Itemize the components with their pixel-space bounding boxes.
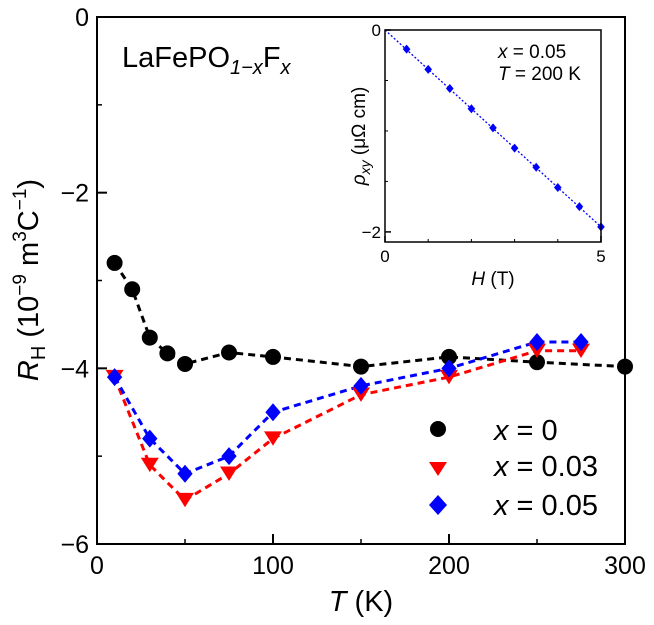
- data-point-series-2: [106, 368, 123, 387]
- legend: x = 0 x = 0.03 x = 0.05: [429, 415, 598, 522]
- x-tick-label: 200: [428, 552, 470, 580]
- data-point-series-1: [220, 466, 238, 481]
- data-point-series-0: [265, 348, 281, 365]
- data-point-series-0: [106, 254, 123, 271]
- inset-x-tick-label: 0: [380, 247, 389, 266]
- inset-data-point: [510, 143, 519, 153]
- data-point-series-2: [529, 332, 545, 351]
- data-point-series-2: [265, 403, 281, 422]
- legend-label-x005: x = 0.05: [492, 490, 598, 522]
- x-tick-label: 0: [90, 552, 104, 580]
- y-tick-label: −4: [60, 355, 89, 383]
- inset-x-tick-label: 5: [596, 247, 605, 266]
- data-point-series-0: [353, 358, 369, 375]
- data-point-series-2: [353, 376, 369, 395]
- data-point-series-2: [441, 359, 457, 378]
- inset-y-tick-label: −2: [362, 223, 381, 242]
- inset-annotation-line1: x = 0.05: [497, 42, 566, 63]
- data-point-series-0: [221, 344, 237, 361]
- main-plot-frame: [96, 16, 626, 545]
- data-point-series-1: [176, 492, 194, 508]
- inset-data-point: [467, 104, 476, 114]
- inset-data-point: [445, 84, 454, 94]
- series-line-1: [113, 349, 581, 502]
- inset-plot-frame: [384, 29, 602, 243]
- data-point-series-0: [441, 348, 457, 365]
- legend-marker-x0: [430, 421, 446, 437]
- inset-fit-line: [384, 29, 602, 228]
- legend-label-x003: x = 0.03: [492, 451, 598, 483]
- y-tick-label: −6: [60, 531, 89, 559]
- inset-data-point: [553, 182, 562, 192]
- legend-marker-x003: [429, 462, 447, 476]
- inset-y-axis-label: ρxy (μΩ cm): [349, 87, 373, 187]
- y-tick-label: 0: [75, 4, 89, 32]
- data-point-series-0: [529, 354, 545, 371]
- inset-y-tick-label: 0: [372, 21, 381, 40]
- main-series-layer: [105, 254, 633, 508]
- data-point-series-0: [124, 281, 141, 298]
- inset-chart: 0 5 0 −2 x = 0.05 T = 200 K H (T) ρxy (μΩ c…: [349, 20, 622, 290]
- x-tick-label: 100: [252, 552, 294, 580]
- inset-background: [360, 20, 622, 282]
- inset-data-point: [424, 64, 433, 74]
- inset-x-axis-label: H (T): [471, 269, 514, 290]
- data-point-series-0: [177, 355, 193, 372]
- x-tick-label: 300: [604, 552, 646, 580]
- inset-data-point: [489, 123, 497, 133]
- inset-annotation-line2: T = 200 K: [498, 64, 581, 85]
- inset-axis-ticks: 0 5 0 −2: [362, 21, 606, 266]
- inset-data-point: [575, 202, 584, 212]
- data-point-series-2: [142, 429, 158, 448]
- data-point-series-2: [573, 332, 589, 351]
- inset-data-point: [532, 162, 541, 172]
- legend-marker-x005: [429, 495, 447, 515]
- data-point-series-2: [221, 447, 237, 466]
- y-axis-label: RH (10−9 m3C−1): [10, 179, 50, 381]
- data-point-series-0: [141, 329, 158, 346]
- data-point-series-1: [140, 457, 159, 473]
- legend-label-x0: x = 0: [492, 415, 558, 447]
- data-point-series-2: [177, 464, 193, 483]
- x-axis-label: T (K): [329, 586, 393, 618]
- inset-series-layer: [384, 29, 605, 232]
- chart-title: LaFePO1−xFx: [122, 42, 292, 79]
- inset-data-point: [402, 44, 411, 54]
- y-tick-label: −2: [60, 180, 89, 208]
- main-axis-ticks: 0 100 200 300 0 −2 −4 −6: [60, 4, 645, 580]
- data-point-series-0: [159, 345, 176, 362]
- data-point-series-1: [264, 431, 282, 446]
